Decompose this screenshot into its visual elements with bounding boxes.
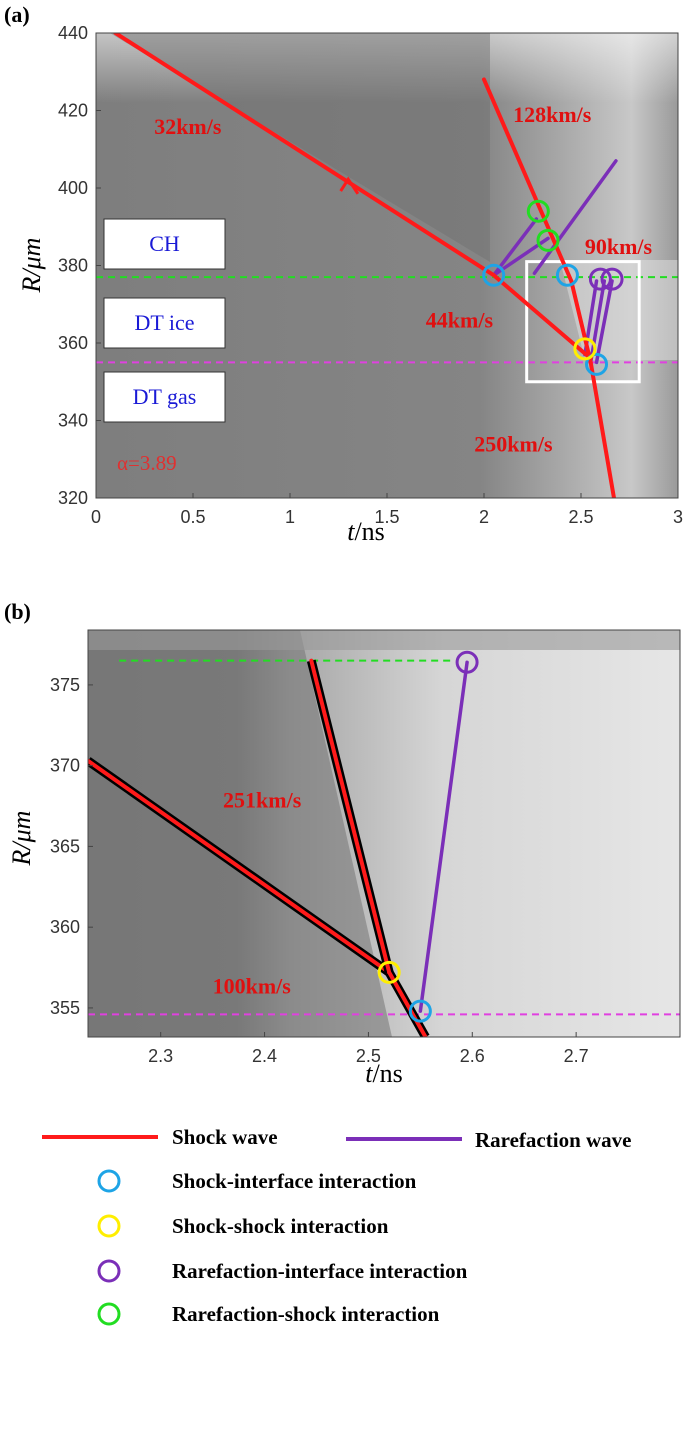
legend-rarefaction-shock-marker: [97, 1302, 121, 1326]
panel-a-ytick-label: 380: [58, 256, 88, 276]
panel-a-ytick-label: 440: [58, 23, 88, 43]
panel-a-direction-arrow: [339, 176, 360, 195]
panel-a-xtick-label: 1.5: [374, 507, 399, 527]
panel-a-ytick-label: 400: [58, 178, 88, 198]
panel-b-marker-shock-shock: [377, 960, 401, 984]
panel-b-marker-rarefaction-interface: [455, 650, 479, 674]
panel-a-velocity-label: 250km/s: [474, 432, 553, 457]
panel-b-xtick-label: 2.3: [148, 1046, 173, 1066]
legend-rarefaction-label: Rarefaction wave: [475, 1128, 632, 1152]
panel-a-marker-rarefaction-shock: [536, 228, 560, 252]
legend-rarefaction-shock-label: Rarefaction-shock interaction: [172, 1302, 440, 1326]
panel-b-shock-line: [387, 970, 428, 1037]
panel-a-label: (a): [4, 2, 30, 27]
legend-shock-interface-marker: [97, 1169, 121, 1193]
panel-a-marker-shock-interface: [585, 352, 609, 376]
panel-a-marker-shock-interface: [555, 263, 579, 287]
panel-a-ytick-label: 340: [58, 411, 88, 431]
legend-shock-shock-label: Shock-shock interaction: [172, 1214, 389, 1238]
panel-a-velocity-label: 32km/s: [154, 114, 222, 139]
panel-a-shock-line: [588, 360, 616, 498]
panel-b-xtick-label: 2.5: [356, 1046, 381, 1066]
panel-a-velocity-label: 44km/s: [426, 308, 494, 333]
label-box-ch: [103, 218, 226, 270]
panel-a-xlabel: t/ns: [347, 517, 385, 546]
region-label-dt-gas: DT gas: [133, 384, 197, 409]
panel-b-top-band: [88, 630, 680, 650]
panel-a-xtick-label: 2.5: [568, 507, 593, 527]
panel-a-rarefaction-line: [532, 159, 618, 275]
legend-rarefaction-interface-marker: [97, 1259, 121, 1283]
panel-a-rarefaction-line: [491, 217, 539, 277]
panel-a-rarefaction-line: [588, 279, 607, 365]
panel-a-ytick-label: 320: [58, 488, 88, 508]
panel-a-xtick-label: 0.5: [180, 507, 205, 527]
panel-b-marker-shock-interface: [408, 999, 432, 1023]
panel-a-zoom-box: [525, 260, 641, 384]
legend: Shock wave Rarefaction wave Shock-interf…: [42, 1125, 632, 1326]
panel-a-ylabel: R/μm: [17, 238, 46, 294]
panel-a-ytick-label: 420: [58, 101, 88, 121]
panel-a-xtick-label: 2: [479, 507, 489, 527]
legend-shock-interface-label: Shock-interface interaction: [172, 1169, 417, 1193]
legend-rarefaction-interface-label: Rarefaction-interface interaction: [172, 1259, 468, 1283]
region-label-ch: CH: [149, 231, 180, 256]
label-box-dt-ice: [103, 297, 226, 349]
panel-a-shock-line: [569, 279, 593, 365]
panel-a-marker-rarefaction-interface: [600, 267, 624, 291]
panel-a-shock-line: [113, 33, 496, 278]
panel-a-xtick-label: 0: [91, 507, 101, 527]
panel-a-xtick-label: 1: [285, 507, 295, 527]
panel-a: (a) 32km/s 128km/s 90km/s 44km/s 250km/s 0 0.…: [4, 2, 683, 546]
panel-b-frame: [87, 629, 681, 1038]
panel-a-marker-rarefaction-interface: [588, 267, 612, 291]
panel-a-xtick-label: 3: [673, 507, 683, 527]
panel-a-rarefaction-line: [594, 279, 614, 365]
panel-a-ytick-label: 360: [58, 333, 88, 353]
alpha-annotation: α=3.89: [117, 451, 177, 475]
panel-a-top-glow: [96, 33, 678, 103]
panel-a-velocity-label: 90km/s: [585, 234, 653, 259]
panel-b-velocity-label: 251km/s: [223, 788, 302, 813]
panel-b-shock-line: [88, 758, 392, 975]
panel-b-ytick-label: 360: [50, 917, 80, 937]
panel-b-ytick-label: 375: [50, 675, 80, 695]
panel-b-shock-line: [309, 658, 392, 975]
panel-b-ytick-label: 370: [50, 756, 80, 776]
legend-shock-label: Shock wave: [172, 1125, 278, 1149]
panel-a-marker-shock-shock: [573, 337, 597, 361]
panel-b-ylabel: R/μm: [7, 811, 36, 867]
panel-b-ytick-label: 365: [50, 836, 80, 856]
panel-b-velocity-label: 100km/s: [213, 973, 292, 998]
panel-b-ytick-label: 355: [50, 998, 80, 1018]
panel-b-xlabel: t/ns: [365, 1059, 403, 1088]
region-label-dt-ice: DT ice: [134, 310, 194, 335]
panel-a-velocity-label: 128km/s: [513, 102, 592, 127]
legend-shock-shock-marker: [97, 1214, 121, 1238]
panel-b-rarefaction-line: [418, 660, 469, 1013]
panel-a-marker-shock-interface: [482, 263, 506, 287]
panel-b-label: (b): [4, 599, 31, 624]
panel-b-xtick-label: 2.4: [252, 1046, 277, 1066]
panel-b-plot: 251km/s 100km/s: [88, 630, 680, 1037]
label-box-dt-gas: [103, 371, 226, 423]
panel-b-xtick-label: 2.6: [460, 1046, 485, 1066]
panel-b-dark-wedge: [88, 630, 392, 1037]
panel-b: (b) 251km/s 100km/s 2.3 2.4 2.5 2.6 2.7 355 360…: [4, 599, 681, 1088]
panel-b-xtick-label: 2.7: [564, 1046, 589, 1066]
panel-a-marker-rarefaction-shock: [526, 199, 550, 223]
